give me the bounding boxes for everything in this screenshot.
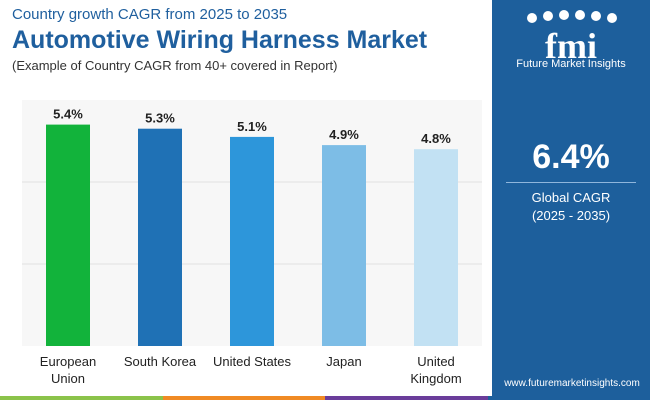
divider [506, 182, 636, 183]
chart-subtitle: (Example of Country CAGR from 40+ covere… [12, 58, 338, 73]
footer-color-bar [0, 396, 650, 400]
data-label: 4.8% [421, 131, 451, 146]
data-label: 5.4% [53, 107, 83, 122]
header: Country growth CAGR from 2025 to 2035 Au… [12, 6, 427, 74]
category-label: United [417, 354, 455, 369]
bar-chart: 5.4% European Union 5.3% South Korea 5.1% Unit… [22, 107, 482, 386]
global-cagr-value: 6.4% [532, 138, 610, 176]
global-cagr-label-line2: (2025 - 2035) [531, 208, 611, 223]
category-label: Kingdom [410, 371, 461, 386]
data-label: 5.1% [237, 119, 267, 134]
bar [414, 149, 458, 346]
bar [230, 136, 274, 346]
chart-supertitle: Country growth CAGR from 2025 to 2035 [12, 6, 288, 23]
global-cagr-label: Global CAGR (2025 - 2035) [492, 189, 650, 225]
footer-bar-segment [487, 396, 650, 400]
side-panel: fmi Future Market Insights 6.4% Global C… [492, 0, 650, 400]
website-link[interactable]: www.futuremarketinsights.com [504, 378, 640, 389]
svg-text:fmi: fmi [545, 26, 597, 66]
footer-bar-segment [162, 396, 325, 400]
global-cagr-label-line1: Global CAGR [531, 190, 611, 205]
category-label: United States [213, 354, 292, 369]
category-label: Japan [326, 354, 361, 369]
category-label: European [40, 354, 96, 369]
logo-text: Future Market Insights [516, 58, 626, 70]
chart-title: Automotive Wiring Harness Market [12, 26, 428, 54]
bar [46, 124, 90, 346]
category-label: South Korea [124, 354, 197, 369]
footer-bar-segment [325, 396, 488, 400]
data-label: 5.3% [145, 111, 175, 126]
category-label: Union [51, 371, 85, 386]
bar [322, 145, 366, 346]
data-label: 4.9% [329, 127, 359, 142]
bar [138, 128, 182, 346]
fmi-logo-icon: fmi [527, 10, 617, 66]
footer-bar-segment [0, 396, 163, 400]
